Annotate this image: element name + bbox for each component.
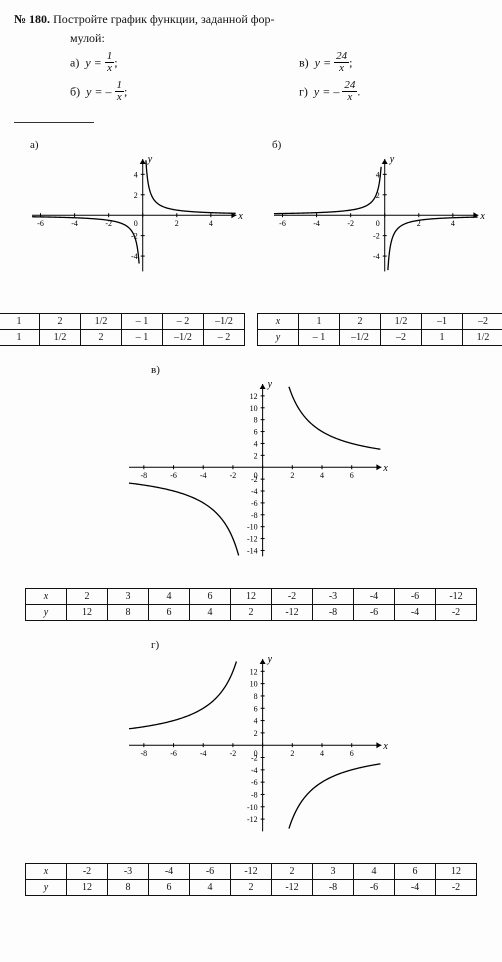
svg-text:0: 0 — [254, 471, 258, 480]
svg-text:-6: -6 — [279, 219, 286, 228]
svg-text:-2: -2 — [373, 232, 380, 241]
svg-text:-2: -2 — [230, 471, 237, 480]
svg-text:2: 2 — [254, 451, 258, 460]
chart-a-label: а) — [30, 139, 246, 151]
svg-text:4: 4 — [254, 439, 258, 448]
svg-text:2: 2 — [134, 191, 138, 200]
svg-text:10: 10 — [250, 680, 258, 689]
svg-text:12: 12 — [250, 667, 258, 676]
svg-text:-6: -6 — [251, 778, 258, 787]
svg-text:6: 6 — [254, 428, 258, 437]
svg-text:-6: -6 — [251, 499, 258, 508]
svg-text:-4: -4 — [71, 219, 78, 228]
table-v: x234612-2-3-4-6-12y128642-12-8-6-4-2 — [25, 588, 477, 621]
svg-text:-2: -2 — [347, 219, 354, 228]
chart-b: -6-4-224-4-2240xy — [256, 153, 488, 293]
formula-b: б) y = – 1x; — [70, 81, 259, 104]
svg-text:x: x — [382, 741, 388, 752]
svg-text:-6: -6 — [170, 471, 177, 480]
svg-text:6: 6 — [350, 471, 354, 480]
svg-text:-8: -8 — [141, 471, 148, 480]
svg-text:-8: -8 — [141, 749, 148, 758]
problem-header: № 180. Постройте график функции, заданно… — [14, 12, 488, 27]
chart-b-block: б) -6-4-224-4-2240xy — [256, 139, 488, 293]
svg-text:-4: -4 — [200, 471, 207, 480]
svg-text:2: 2 — [175, 219, 179, 228]
chart-v-block: в) -8-6-4-2246-14-12-10-8-6-4-2246810120… — [111, 364, 391, 578]
chart-b-label: б) — [272, 139, 488, 151]
svg-text:y: y — [147, 154, 153, 165]
svg-text:-14: -14 — [247, 546, 258, 555]
svg-text:4: 4 — [320, 471, 324, 480]
svg-text:4: 4 — [209, 219, 213, 228]
svg-text:6: 6 — [350, 749, 354, 758]
formula-v: в) y = 24x; — [299, 52, 488, 75]
chart-g-label: г) — [151, 639, 391, 651]
svg-text:4: 4 — [320, 749, 324, 758]
left-margin-rule — [14, 122, 94, 123]
svg-text:2: 2 — [290, 471, 294, 480]
svg-text:-4: -4 — [373, 252, 380, 261]
svg-text:6: 6 — [254, 704, 258, 713]
svg-text:-12: -12 — [247, 535, 258, 544]
svg-text:4: 4 — [376, 170, 380, 179]
svg-text:8: 8 — [254, 692, 258, 701]
svg-text:2: 2 — [254, 729, 258, 738]
svg-text:-4: -4 — [131, 252, 138, 261]
svg-text:12: 12 — [250, 392, 258, 401]
svg-text:x: x — [237, 211, 243, 222]
svg-text:0: 0 — [134, 219, 138, 228]
svg-text:y: y — [389, 154, 395, 165]
table-b: x121/2–1–2–1/2y– 1–1/2–211/22 — [257, 313, 502, 346]
problem-text-line2: мулой: — [70, 31, 488, 46]
svg-text:10: 10 — [250, 404, 258, 413]
formula-a: а) y = 1x; — [70, 52, 259, 75]
svg-text:y: y — [267, 654, 273, 665]
chart-g: -8-6-4-2246-12-10-8-6-4-2246810120xy — [111, 653, 391, 853]
svg-text:-6: -6 — [37, 219, 44, 228]
svg-text:-2: -2 — [230, 749, 237, 758]
svg-text:4: 4 — [134, 170, 138, 179]
svg-text:x: x — [382, 463, 388, 474]
chart-row-ab: а) -6-4-224-4-2240xy б) -6-4-224-4-2240x… — [14, 139, 488, 293]
svg-text:-8: -8 — [251, 511, 258, 520]
chart-v-label: в) — [151, 364, 391, 376]
svg-text:-10: -10 — [247, 803, 258, 812]
svg-text:-4: -4 — [251, 766, 258, 775]
svg-text:-12: -12 — [247, 815, 258, 824]
table-a: x121/2– 1– 2–1/2y11/22– 1–1/2– 2 — [0, 313, 245, 346]
table-g: x-2-3-4-6-12234612y128642-12-8-6-4-2 — [25, 863, 477, 896]
svg-text:4: 4 — [451, 219, 455, 228]
chart-v: -8-6-4-2246-14-12-10-8-6-4-2246810120xy — [111, 378, 391, 578]
chart-g-block: г) -8-6-4-2246-12-10-8-6-4-2246810120xy — [111, 639, 391, 853]
svg-text:2: 2 — [290, 749, 294, 758]
svg-text:-4: -4 — [313, 219, 320, 228]
table-pair-ab: x121/2– 1– 2–1/2y11/22– 1–1/2– 2 x121/2–… — [14, 305, 488, 364]
svg-text:0: 0 — [254, 749, 258, 758]
svg-text:-4: -4 — [251, 487, 258, 496]
problem-text-line1: Постройте график функции, заданной фор- — [53, 12, 274, 26]
svg-text:-4: -4 — [200, 749, 207, 758]
chart-a: -6-4-224-4-2240xy — [14, 153, 246, 293]
svg-text:8: 8 — [254, 416, 258, 425]
svg-text:y: y — [267, 379, 273, 390]
svg-text:-8: -8 — [251, 790, 258, 799]
chart-a-block: а) -6-4-224-4-2240xy — [14, 139, 246, 293]
svg-text:x: x — [479, 211, 485, 222]
svg-text:4: 4 — [254, 717, 258, 726]
svg-text:0: 0 — [376, 219, 380, 228]
formula-list: а) y = 1x; в) y = 24x; б) y = – 1x; г) y… — [70, 52, 488, 104]
formula-g: г) y = – 24x. — [299, 81, 488, 104]
svg-text:-10: -10 — [247, 523, 258, 532]
svg-text:-6: -6 — [170, 749, 177, 758]
problem-number: № 180. — [14, 12, 50, 26]
